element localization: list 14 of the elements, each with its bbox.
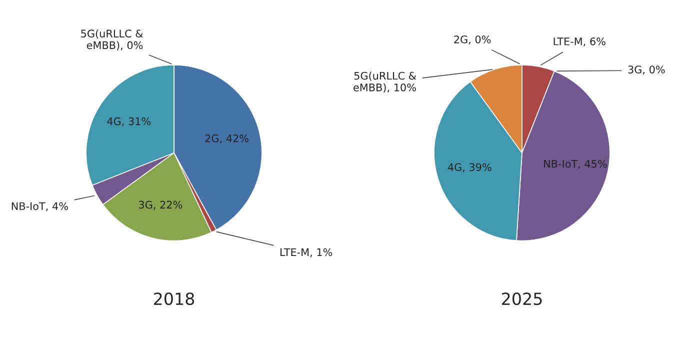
- slice-label: NB-IoT, 45%: [544, 160, 607, 169]
- slice-label: 3G, 22%: [139, 200, 182, 210]
- category-label: 2G, 0%: [454, 35, 491, 44]
- slice-label: 5G(uRLLC & eMBB), 10%: [354, 72, 416, 93]
- text: 2018: [154, 292, 194, 306]
- slice-label: 4G, 31%: [107, 117, 151, 126]
- slice-label: LTE-M, 1%: [280, 248, 332, 258]
- slice-label: 4G, 39%: [448, 163, 492, 172]
- category-label: 3G, 0%: [628, 66, 665, 75]
- category-label: 5G(uRLLC & eMBB), 0%: [81, 29, 143, 50]
- slice-label: 2G, 42%: [205, 134, 248, 144]
- slice-label: NB-IoT, 4%: [12, 202, 68, 212]
- slice-label: LTE-M, 6%: [554, 37, 606, 46]
- text: 2025: [502, 292, 542, 306]
